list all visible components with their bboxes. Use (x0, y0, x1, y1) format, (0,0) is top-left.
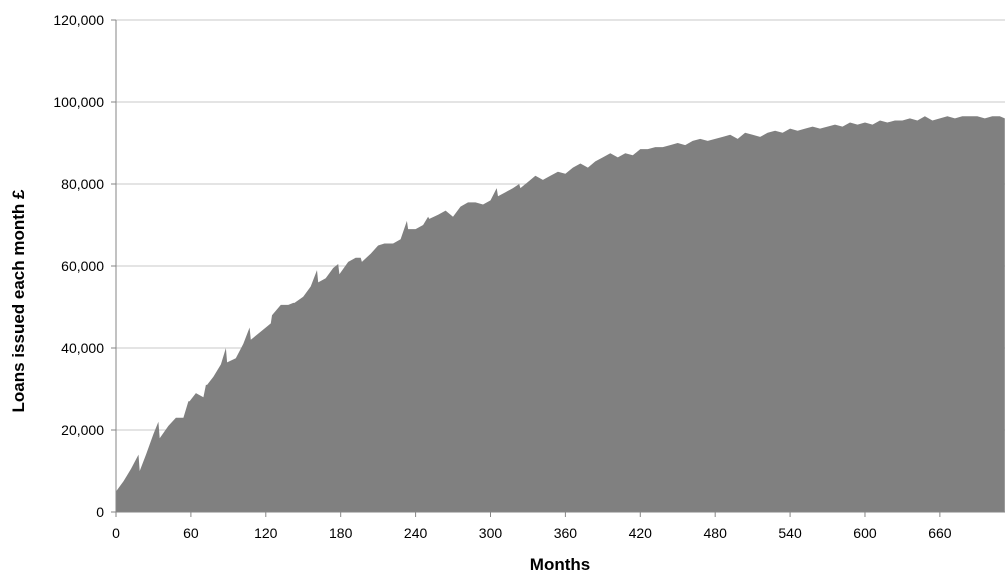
x-tick-label-2: 120 (254, 525, 278, 541)
y-tick-label-2: 40,000 (61, 340, 104, 356)
y-tick-label-3: 60,000 (61, 258, 104, 274)
y-axis-title: Loans issued each month £ (9, 189, 28, 412)
y-tick-label-6: 120,000 (53, 12, 104, 28)
y-tick-label-4: 80,000 (61, 176, 104, 192)
x-tick-label-3: 180 (329, 525, 353, 541)
x-tick-label-4: 240 (404, 525, 428, 541)
y-axis-tick-labels: 0 20,000 40,000 60,000 80,000 100,000 120,000 (53, 12, 104, 520)
x-tick-label-8: 480 (704, 525, 728, 541)
x-tick-label-1: 60 (183, 525, 199, 541)
x-axis-title: Months (530, 555, 590, 574)
x-axis-tick-labels: 0 60 120 180 240 300 360 420 480 540 600 660 (112, 525, 952, 541)
x-tick-label-11: 660 (928, 525, 952, 541)
y-tick-label-1: 20,000 (61, 422, 104, 438)
x-tick-label-5: 300 (479, 525, 503, 541)
x-tick-label-7: 420 (629, 525, 653, 541)
x-tick-label-10: 600 (853, 525, 877, 541)
y-tick-label-0: 0 (96, 504, 104, 520)
x-tick-label-6: 360 (554, 525, 578, 541)
plot-area (116, 116, 1005, 513)
y-tick-label-5: 100,000 (53, 94, 104, 110)
x-tick-label-9: 540 (778, 525, 802, 541)
x-tick-label-0: 0 (112, 525, 120, 541)
axes (111, 19, 1005, 517)
area-series-0 (116, 116, 1005, 513)
